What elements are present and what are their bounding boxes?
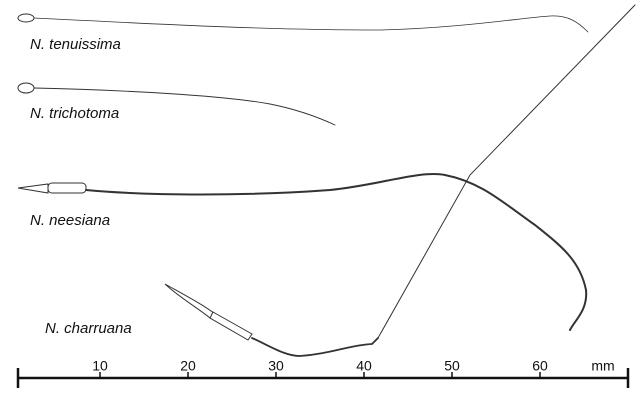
- scale-tick-label: 30: [268, 358, 284, 374]
- scale-tick-label: 20: [180, 358, 196, 374]
- seed-tip: [18, 184, 48, 193]
- species-label: N. neesiana: [30, 212, 110, 229]
- awn-bristle: [378, 5, 635, 338]
- specimen-tenuissima: [18, 14, 588, 32]
- specimen-charruana: [165, 5, 635, 356]
- seed: [18, 83, 34, 93]
- scale-tick-label: 60: [532, 358, 548, 374]
- scale-tick-label: 10: [92, 358, 108, 374]
- awn: [34, 16, 588, 32]
- seed-callus: [165, 284, 215, 318]
- seed: [48, 183, 86, 193]
- scale-tick-label: 50: [444, 358, 460, 374]
- figure: N. tenuissima N. trichotoma N. neesiana …: [0, 0, 642, 404]
- awn: [86, 174, 586, 330]
- species-label: N. trichotoma: [30, 105, 119, 122]
- species-label: N. tenuissima: [30, 36, 121, 53]
- scale-unit: mm: [591, 358, 614, 374]
- seed: [210, 312, 252, 340]
- species-label: N. charruana: [45, 320, 132, 337]
- awn-column: [252, 338, 378, 356]
- specimen-neesiana: [18, 174, 586, 330]
- scale-tick-label: 40: [356, 358, 372, 374]
- seed: [18, 14, 34, 22]
